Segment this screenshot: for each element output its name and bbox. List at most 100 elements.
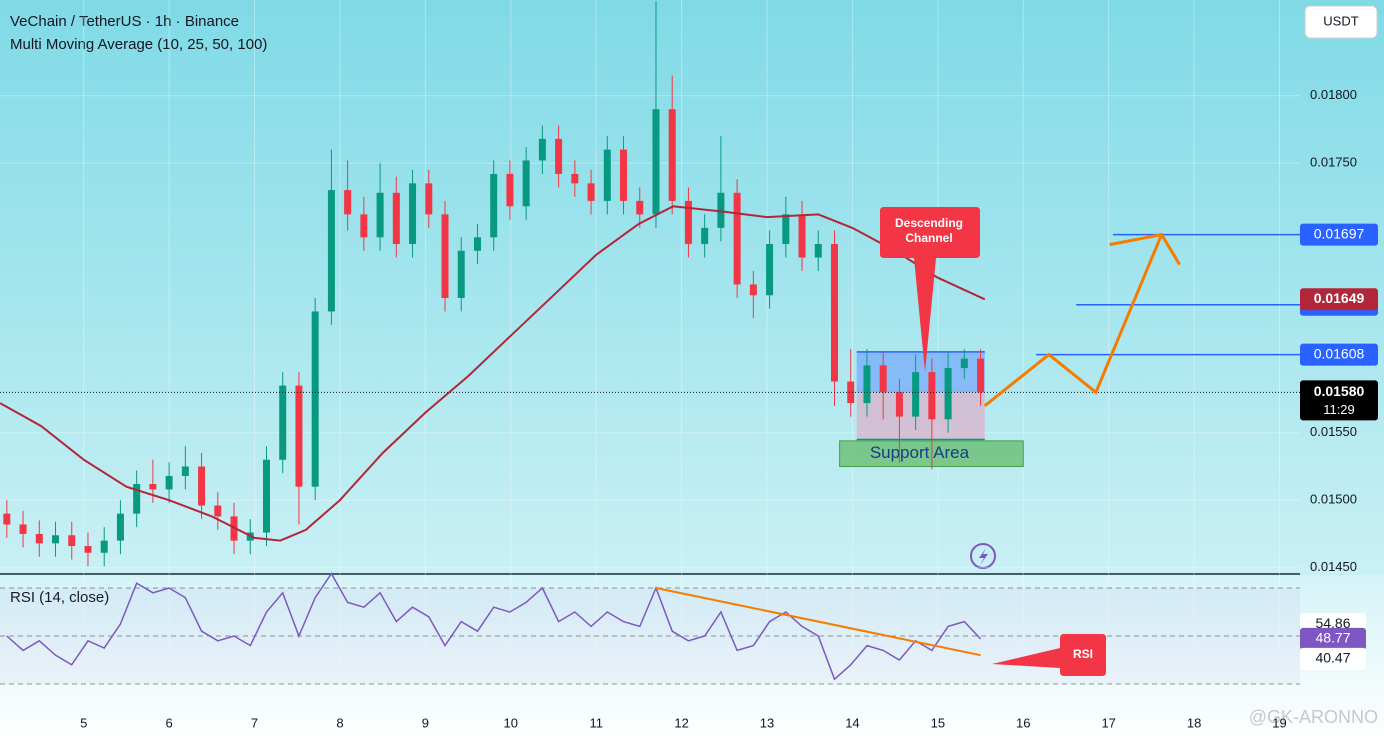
currency[interactable]: USDT <box>1323 13 1358 28</box>
rsi-line <box>6 572 982 681</box>
candle-body <box>262 459 270 533</box>
candle-body <box>181 466 189 476</box>
candle-body <box>701 227 709 245</box>
candle-body <box>636 200 644 215</box>
x-tick-label: 5 <box>80 715 87 730</box>
symbol: VeChain / TetherUS · 1h · Binance <box>10 13 239 30</box>
candle-body <box>944 368 952 420</box>
rsi-tag <box>1300 627 1366 650</box>
ma-tag-label: 0.01649 <box>1314 290 1365 306</box>
rsi-trendline <box>655 587 981 657</box>
rsi-tick-label: 54.86 <box>1315 615 1350 631</box>
last-price-tag <box>1300 380 1378 421</box>
candle-body <box>392 192 400 245</box>
rsi-title: RSI (14, close) <box>10 589 109 606</box>
candle-body <box>782 214 790 245</box>
support-label: Support Area <box>870 443 970 462</box>
x-tick-label: 9 <box>422 715 429 730</box>
candle-body <box>3 513 11 525</box>
x-tick-label: 16 <box>1016 715 1030 730</box>
candle-body <box>165 475 173 490</box>
candle-body <box>668 109 676 201</box>
candle-body <box>620 149 628 201</box>
candle-body <box>879 365 887 393</box>
candle-body <box>198 466 206 506</box>
candle-body <box>798 214 806 258</box>
x-tick-label: 19 <box>1272 715 1286 730</box>
candle-body <box>214 505 222 517</box>
candle-body <box>376 192 384 238</box>
candle-body <box>652 109 660 215</box>
candle-body <box>295 385 303 487</box>
candle-body <box>895 392 903 417</box>
projection-arrowhead <box>1109 232 1181 266</box>
candle-body <box>766 244 774 296</box>
candle-body <box>441 214 449 298</box>
candle-body <box>344 190 352 215</box>
countdown: 11:29 <box>1323 402 1355 417</box>
candle-body <box>977 358 985 393</box>
x-tick-label: 13 <box>760 715 774 730</box>
range-upper <box>856 351 985 393</box>
callout-text: Channel <box>905 231 952 245</box>
candle-body <box>360 214 368 238</box>
candle-body <box>912 372 920 417</box>
candle-body <box>35 533 43 544</box>
price-pane <box>0 0 1384 575</box>
candle-body <box>555 138 563 174</box>
currency-button[interactable] <box>1304 5 1378 39</box>
candle-body <box>571 173 579 184</box>
candle-body <box>19 524 27 534</box>
candle-body <box>960 358 968 369</box>
indicator: Multi Moving Average (10, 25, 50, 100) <box>10 36 267 53</box>
candle-body <box>52 535 60 544</box>
y-tick-label: 0.01450 <box>1310 559 1357 574</box>
candle-body <box>587 183 595 201</box>
candle-body <box>327 190 335 312</box>
candle-body <box>749 284 757 296</box>
x-tick-label: 7 <box>251 715 258 730</box>
candle-body <box>603 149 611 201</box>
price-tag-label: 0.01697 <box>1314 225 1365 241</box>
candle-body <box>490 173 498 238</box>
alert-bolt <box>979 548 988 565</box>
candle-body <box>814 244 822 258</box>
rsi-callout <box>992 634 1106 676</box>
candle-body <box>863 365 871 404</box>
candle-body <box>473 237 481 251</box>
watermark: @GK-ARONNO <box>1249 707 1378 727</box>
price-tag <box>1300 223 1378 246</box>
callout-text: Descending <box>895 216 963 230</box>
candle-body <box>684 200 692 245</box>
rsi-tick-label: 40.47 <box>1315 650 1350 666</box>
candle-body <box>149 484 157 490</box>
candle-body <box>116 513 124 541</box>
price-tag <box>1300 288 1378 311</box>
candle-body <box>538 138 546 161</box>
x-tick-label: 14 <box>845 715 859 730</box>
x-tick-label: 17 <box>1101 715 1115 730</box>
candle-body <box>425 183 433 215</box>
x-tick-label: 6 <box>166 715 173 730</box>
candle-body <box>84 546 92 553</box>
moving-average <box>0 205 986 542</box>
candle-body <box>522 160 530 207</box>
x-tick-label: 15 <box>931 715 945 730</box>
x-tick-label: 8 <box>336 715 343 730</box>
range-lower <box>856 392 985 440</box>
y-tick-label: 0.01800 <box>1310 87 1357 102</box>
alert-icon[interactable] <box>970 543 996 569</box>
price-tag-label: 0.01608 <box>1314 345 1365 361</box>
rsi-pane <box>0 575 1384 743</box>
y-tick-label: 0.01500 <box>1310 492 1357 507</box>
candle-body <box>847 381 855 404</box>
candle-body <box>279 385 287 460</box>
projection-path <box>983 234 1163 407</box>
x-tick-label: 10 <box>504 715 518 730</box>
rsi-callout-text: RSI <box>1073 647 1093 661</box>
candle-body <box>311 311 319 487</box>
candle-body <box>100 540 108 553</box>
x-tick-label: 12 <box>674 715 688 730</box>
y-tick-label: 0.01550 <box>1310 424 1357 439</box>
